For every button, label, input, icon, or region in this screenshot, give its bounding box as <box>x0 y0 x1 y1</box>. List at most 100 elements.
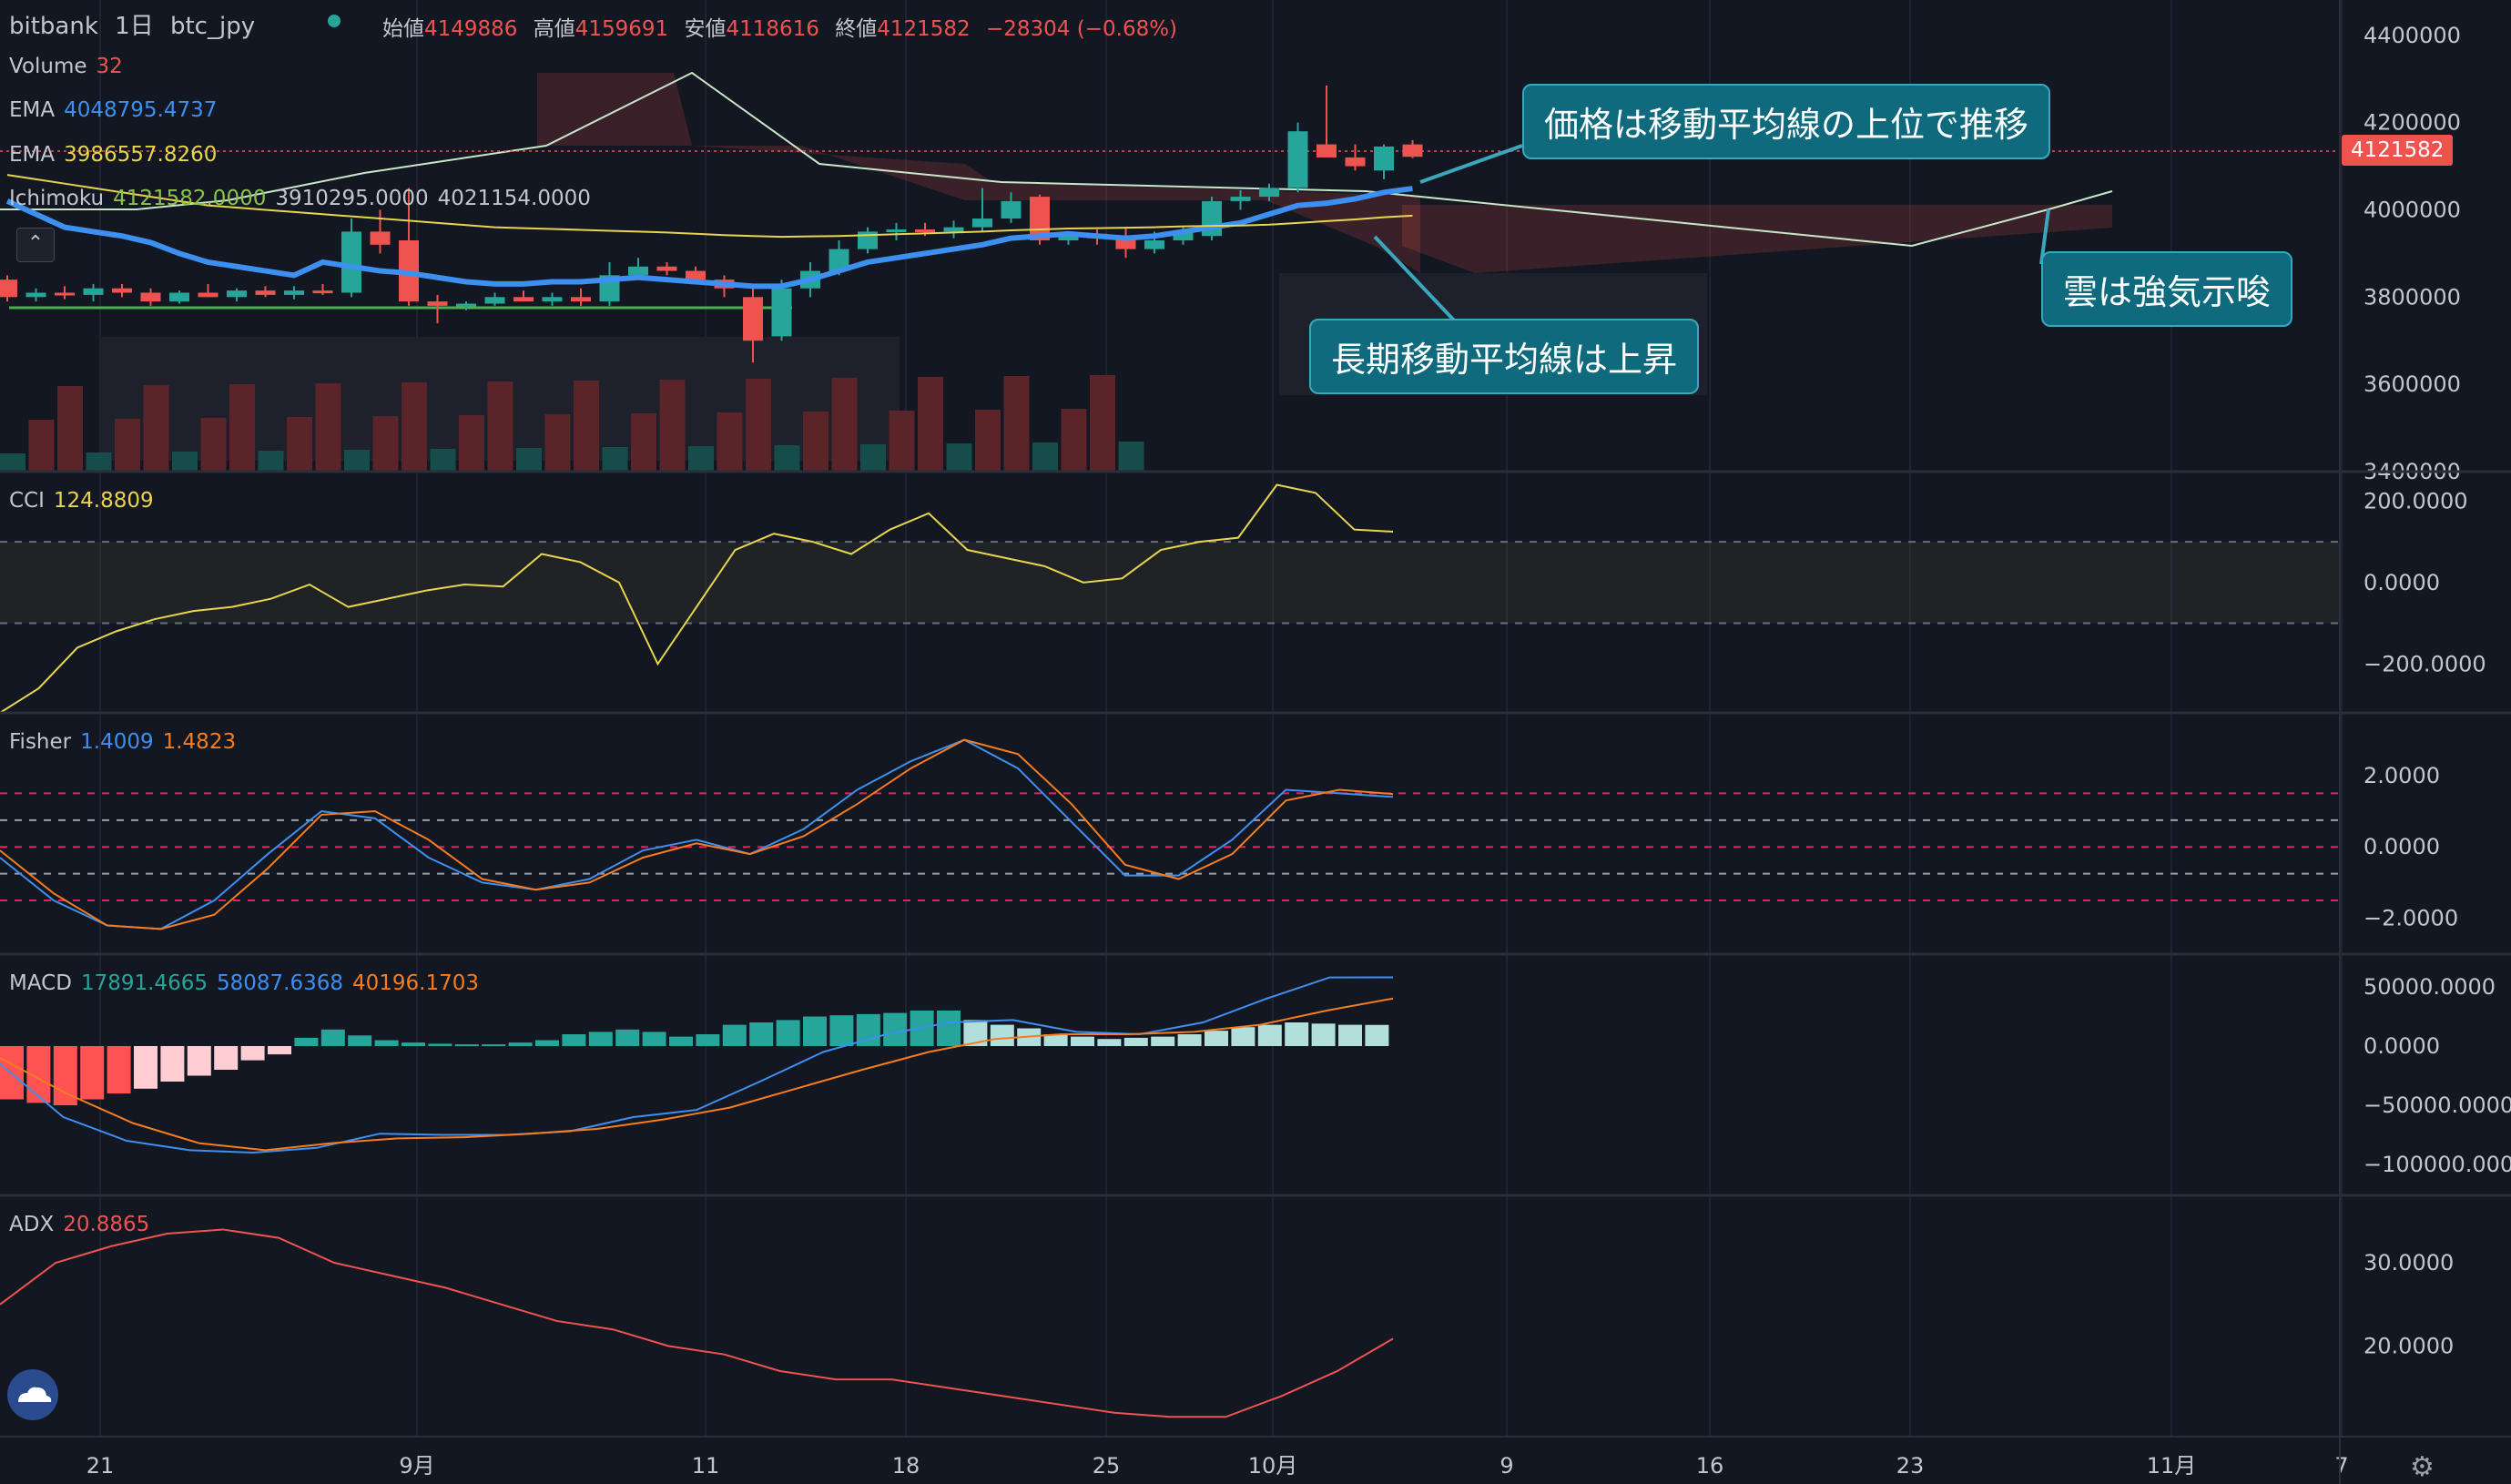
indicator-tick-label: 30.0000 <box>2364 1250 2454 1276</box>
candle-body <box>1316 144 1337 158</box>
candle-body <box>1402 144 1423 158</box>
macd-histogram-bar <box>1097 1039 1122 1046</box>
cloud-red <box>537 73 1420 273</box>
macd-histogram-bar <box>320 1029 345 1046</box>
volume-bars <box>0 375 1389 1105</box>
indicator-tick-label: 20.0000 <box>2364 1334 2454 1359</box>
macd-histogram-bar <box>669 1036 693 1046</box>
macd-histogram-bar <box>1365 1024 1389 1046</box>
candle-body <box>140 292 161 302</box>
time-tick-label: 18 <box>892 1453 920 1479</box>
cci-legend[interactable]: CCI 124.8809 <box>9 489 154 513</box>
callout-above-ma: 価格は移動平均線の上位で推移 <box>1522 84 2051 159</box>
ema-fast-legend[interactable]: EMA 4048795.4737 <box>9 98 218 122</box>
candle-body <box>1173 231 1194 240</box>
adx-legend[interactable]: ADX 20.8865 <box>9 1213 150 1236</box>
candle-body <box>1001 200 1022 219</box>
cloud-red-future <box>1402 205 2112 273</box>
interval[interactable]: 1日 <box>115 13 154 40</box>
volume-bar <box>831 378 858 472</box>
macd-histogram-bar <box>508 1042 533 1046</box>
high-label: 高値 <box>533 17 575 41</box>
fisher-legend[interactable]: Fisher 1.4009 1.4823 <box>9 730 237 754</box>
macd-histogram-bar <box>348 1035 372 1046</box>
macd-histogram-bar <box>214 1046 239 1070</box>
indicator-series-line <box>0 738 1394 930</box>
volume-bar <box>459 415 484 472</box>
price-tick-label: 3800000 <box>2364 284 2461 310</box>
macd-tick-label: −100000.0000 <box>2364 1152 2511 1177</box>
open-value: 4149886 <box>424 17 518 41</box>
macd-histogram-bar <box>990 1024 1014 1046</box>
symbol[interactable]: btc_jpy <box>169 13 256 40</box>
candle-body <box>255 290 276 295</box>
volume-legend[interactable]: Volume 32 <box>9 55 123 78</box>
macd-histogram-bar <box>588 1032 613 1046</box>
macd-histogram-bar <box>428 1043 452 1046</box>
collapse-legend-button[interactable]: ⌃ <box>16 228 55 262</box>
time-tick-label: 11 <box>692 1453 720 1479</box>
macd-histogram-bar <box>134 1046 158 1089</box>
indicator-tick-label: −2.0000 <box>2364 906 2458 931</box>
volume-bar <box>1061 409 1087 472</box>
macd-histogram-bar <box>1311 1023 1336 1046</box>
callout-long-ma: 長期移動平均線は上昇 <box>1309 319 1700 394</box>
close-value: 4121582 <box>877 17 971 41</box>
candle-body <box>1345 157 1366 167</box>
cci-band <box>0 542 2340 624</box>
time-tick-label: 21 <box>86 1453 115 1479</box>
volume-bar <box>372 416 399 472</box>
macd-histogram-bar <box>294 1037 319 1046</box>
macd-histogram-bar <box>937 1011 961 1046</box>
volume-bar <box>1032 442 1058 472</box>
volume-bar <box>315 383 341 472</box>
tradingview-cloud-icon[interactable] <box>7 1369 58 1420</box>
volume-bar <box>28 420 55 472</box>
volume-bar <box>774 445 800 472</box>
volume-bar <box>602 447 628 472</box>
volume-bar <box>516 448 542 472</box>
time-tick-label: 9月 <box>399 1453 434 1479</box>
volume-bar <box>1090 375 1115 472</box>
volume-bar <box>344 450 370 472</box>
candle-body <box>1287 131 1308 188</box>
candle-body <box>1058 233 1079 240</box>
last-price-tag: 4121582 <box>2342 135 2454 166</box>
macd-histogram-bar <box>374 1040 399 1046</box>
ichimoku-cloud <box>0 71 2340 310</box>
candle-body <box>1144 240 1164 249</box>
candle-body <box>571 297 591 302</box>
ohlc-legend: 始値4149886 高値4159691 安値4118616 終値4121582 … <box>382 11 1186 42</box>
candle-body <box>341 231 361 293</box>
ichimoku-legend[interactable]: Ichimoku 4121582.0000 3910295.0000 4021154.… <box>9 187 591 210</box>
grid-lines <box>99 0 2343 1437</box>
candle-body <box>656 266 677 271</box>
low-label: 安値 <box>684 17 727 41</box>
macd-histogram-bar <box>1205 1031 1228 1046</box>
volume-bar <box>0 453 25 472</box>
candle-body <box>312 290 333 294</box>
open-label: 始値 <box>382 17 424 41</box>
candle-body <box>829 249 849 271</box>
volume-bar <box>659 380 686 472</box>
ema-slow-legend[interactable]: EMA 3986557.8260 <box>9 143 218 167</box>
candle-body <box>198 292 219 298</box>
candle-body <box>743 297 763 341</box>
macd-histogram-bar <box>696 1034 720 1046</box>
macd-histogram-bar <box>1151 1036 1175 1046</box>
ema-line <box>6 174 1413 239</box>
macd-legend[interactable]: MACD 17891.4665 58087.6368 40196.1703 <box>9 971 479 995</box>
callout-pointer <box>1419 144 1523 184</box>
macd-histogram-bar <box>1071 1036 1094 1046</box>
volume-bar <box>200 418 227 472</box>
ema-line <box>5 186 1413 290</box>
macd-line <box>0 976 1394 1154</box>
gear-icon[interactable]: ⚙ <box>2410 1451 2435 1483</box>
volume-bar <box>688 446 714 472</box>
volume-bar <box>229 384 255 472</box>
price-tick-label: 4200000 <box>2364 110 2461 136</box>
price-axis: 4400000420000040000003800000360000034000… <box>86 23 2511 1479</box>
candle-body <box>1374 146 1394 171</box>
